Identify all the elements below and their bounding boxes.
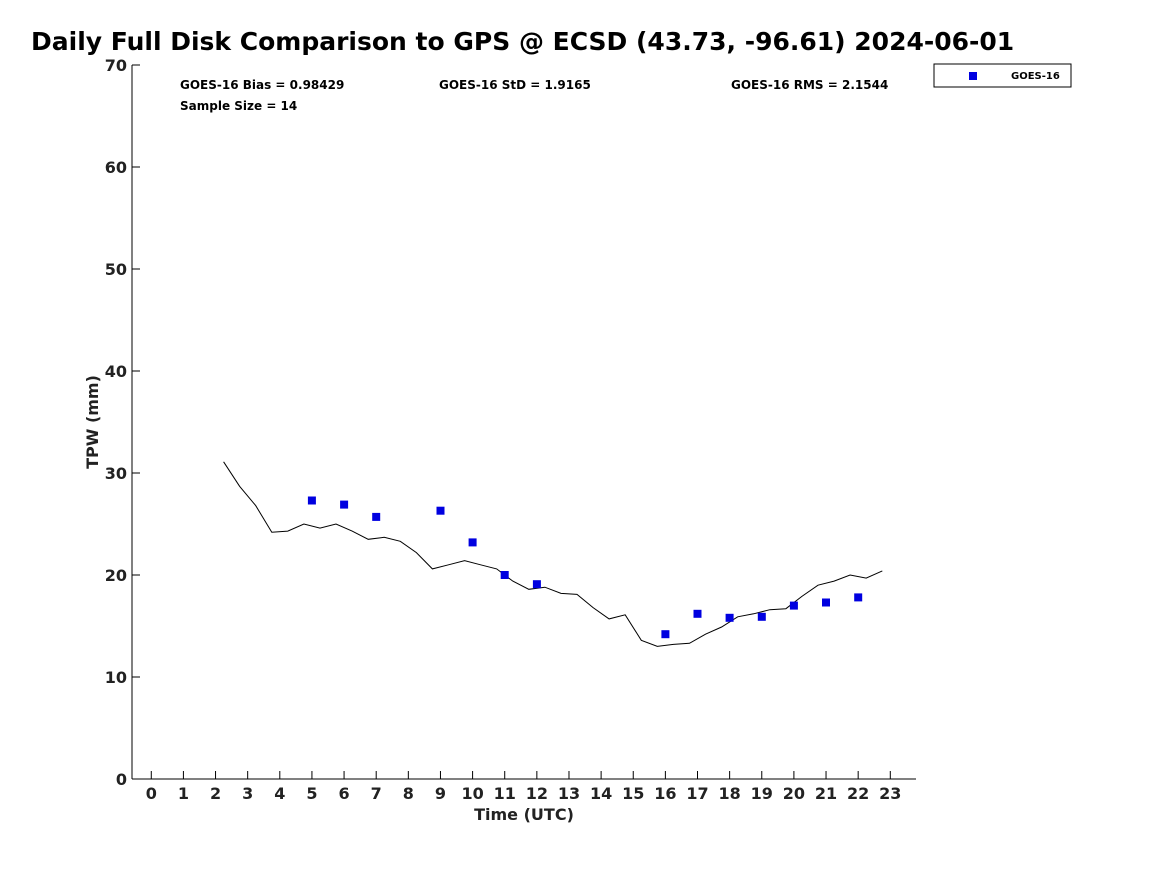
- x-tick-label: 2: [210, 784, 221, 803]
- x-tick-label: 9: [435, 784, 446, 803]
- chart-title: Daily Full Disk Comparison to GPS @ ECSD…: [31, 27, 1015, 56]
- x-tick-label: 21: [815, 784, 837, 803]
- x-tick-label: 13: [558, 784, 580, 803]
- y-tick-label: 10: [105, 668, 127, 687]
- gps-line-series: [223, 461, 883, 647]
- x-tick-label: 7: [371, 784, 382, 803]
- x-tick-label: 12: [526, 784, 548, 803]
- y-tick-label: 30: [105, 464, 127, 483]
- x-tick-label: 3: [242, 784, 253, 803]
- y-tick-label: 40: [105, 362, 127, 381]
- x-tick-label: 5: [306, 784, 317, 803]
- x-tick-label: 17: [686, 784, 708, 803]
- x-tick-label: 19: [751, 784, 773, 803]
- goes16-point: [757, 612, 766, 621]
- goes16-point: [854, 593, 863, 602]
- x-tick-label: 23: [879, 784, 901, 803]
- goes16-point: [725, 613, 734, 622]
- y-tick-label: 0: [116, 770, 127, 789]
- y-tick-label: 70: [105, 56, 127, 75]
- stat-std: GOES-16 StD = 1.9165: [439, 78, 591, 92]
- goes16-point: [372, 512, 381, 521]
- goes16-point: [436, 506, 445, 515]
- y-ticks: 0 10 20 30 40 50 60 70: [105, 56, 140, 789]
- goes16-point: [500, 571, 509, 579]
- x-tick-label: 6: [338, 784, 349, 803]
- x-ticks: 0 1 2 3 4 5 6 7 8 9 10 11 12 13 14 15 16 17 18 19 20 21 22 23: [146, 771, 901, 803]
- stat-bias: GOES-16 Bias = 0.98429: [180, 78, 344, 92]
- legend-swatch: [969, 72, 977, 80]
- stat-rms: GOES-16 RMS = 2.1544: [731, 78, 888, 92]
- y-tick-label: 60: [105, 158, 127, 177]
- y-tick-label: 20: [105, 566, 127, 585]
- x-tick-label: 22: [847, 784, 869, 803]
- axes: [131, 65, 916, 780]
- legend: GOES-16: [933, 63, 1072, 88]
- x-tick-label: 4: [274, 784, 285, 803]
- gps-line: [223, 461, 883, 647]
- y-tick-label: 50: [105, 260, 127, 279]
- goes16-point: [307, 496, 316, 505]
- x-tick-label: 16: [654, 784, 676, 803]
- x-tick-label: 11: [494, 784, 516, 803]
- x-tick-label: 0: [146, 784, 157, 803]
- x-tick-label: 20: [783, 784, 805, 803]
- goes16-point: [789, 601, 798, 610]
- x-tick-label: 14: [590, 784, 612, 803]
- legend-box: [933, 63, 1072, 88]
- goes16-point: [468, 538, 477, 547]
- x-tick-label: 8: [403, 784, 414, 803]
- goes16-point: [340, 500, 349, 509]
- legend-label: GOES-16: [1011, 71, 1060, 82]
- goes16-point: [532, 580, 541, 589]
- x-tick-label: 1: [178, 784, 189, 803]
- x-tick-label: 18: [719, 784, 741, 803]
- x-tick-label: 10: [461, 784, 483, 803]
- goes16-point: [822, 598, 830, 607]
- goes16-scatter-series: [307, 496, 863, 639]
- goes16-point: [693, 609, 702, 618]
- stat-sample-size: Sample Size = 14: [180, 99, 297, 113]
- y-axis-title: TPW (mm): [83, 375, 102, 469]
- x-tick-label: 15: [622, 784, 644, 803]
- goes16-point: [661, 630, 670, 639]
- x-axis-title: Time (UTC): [474, 805, 574, 824]
